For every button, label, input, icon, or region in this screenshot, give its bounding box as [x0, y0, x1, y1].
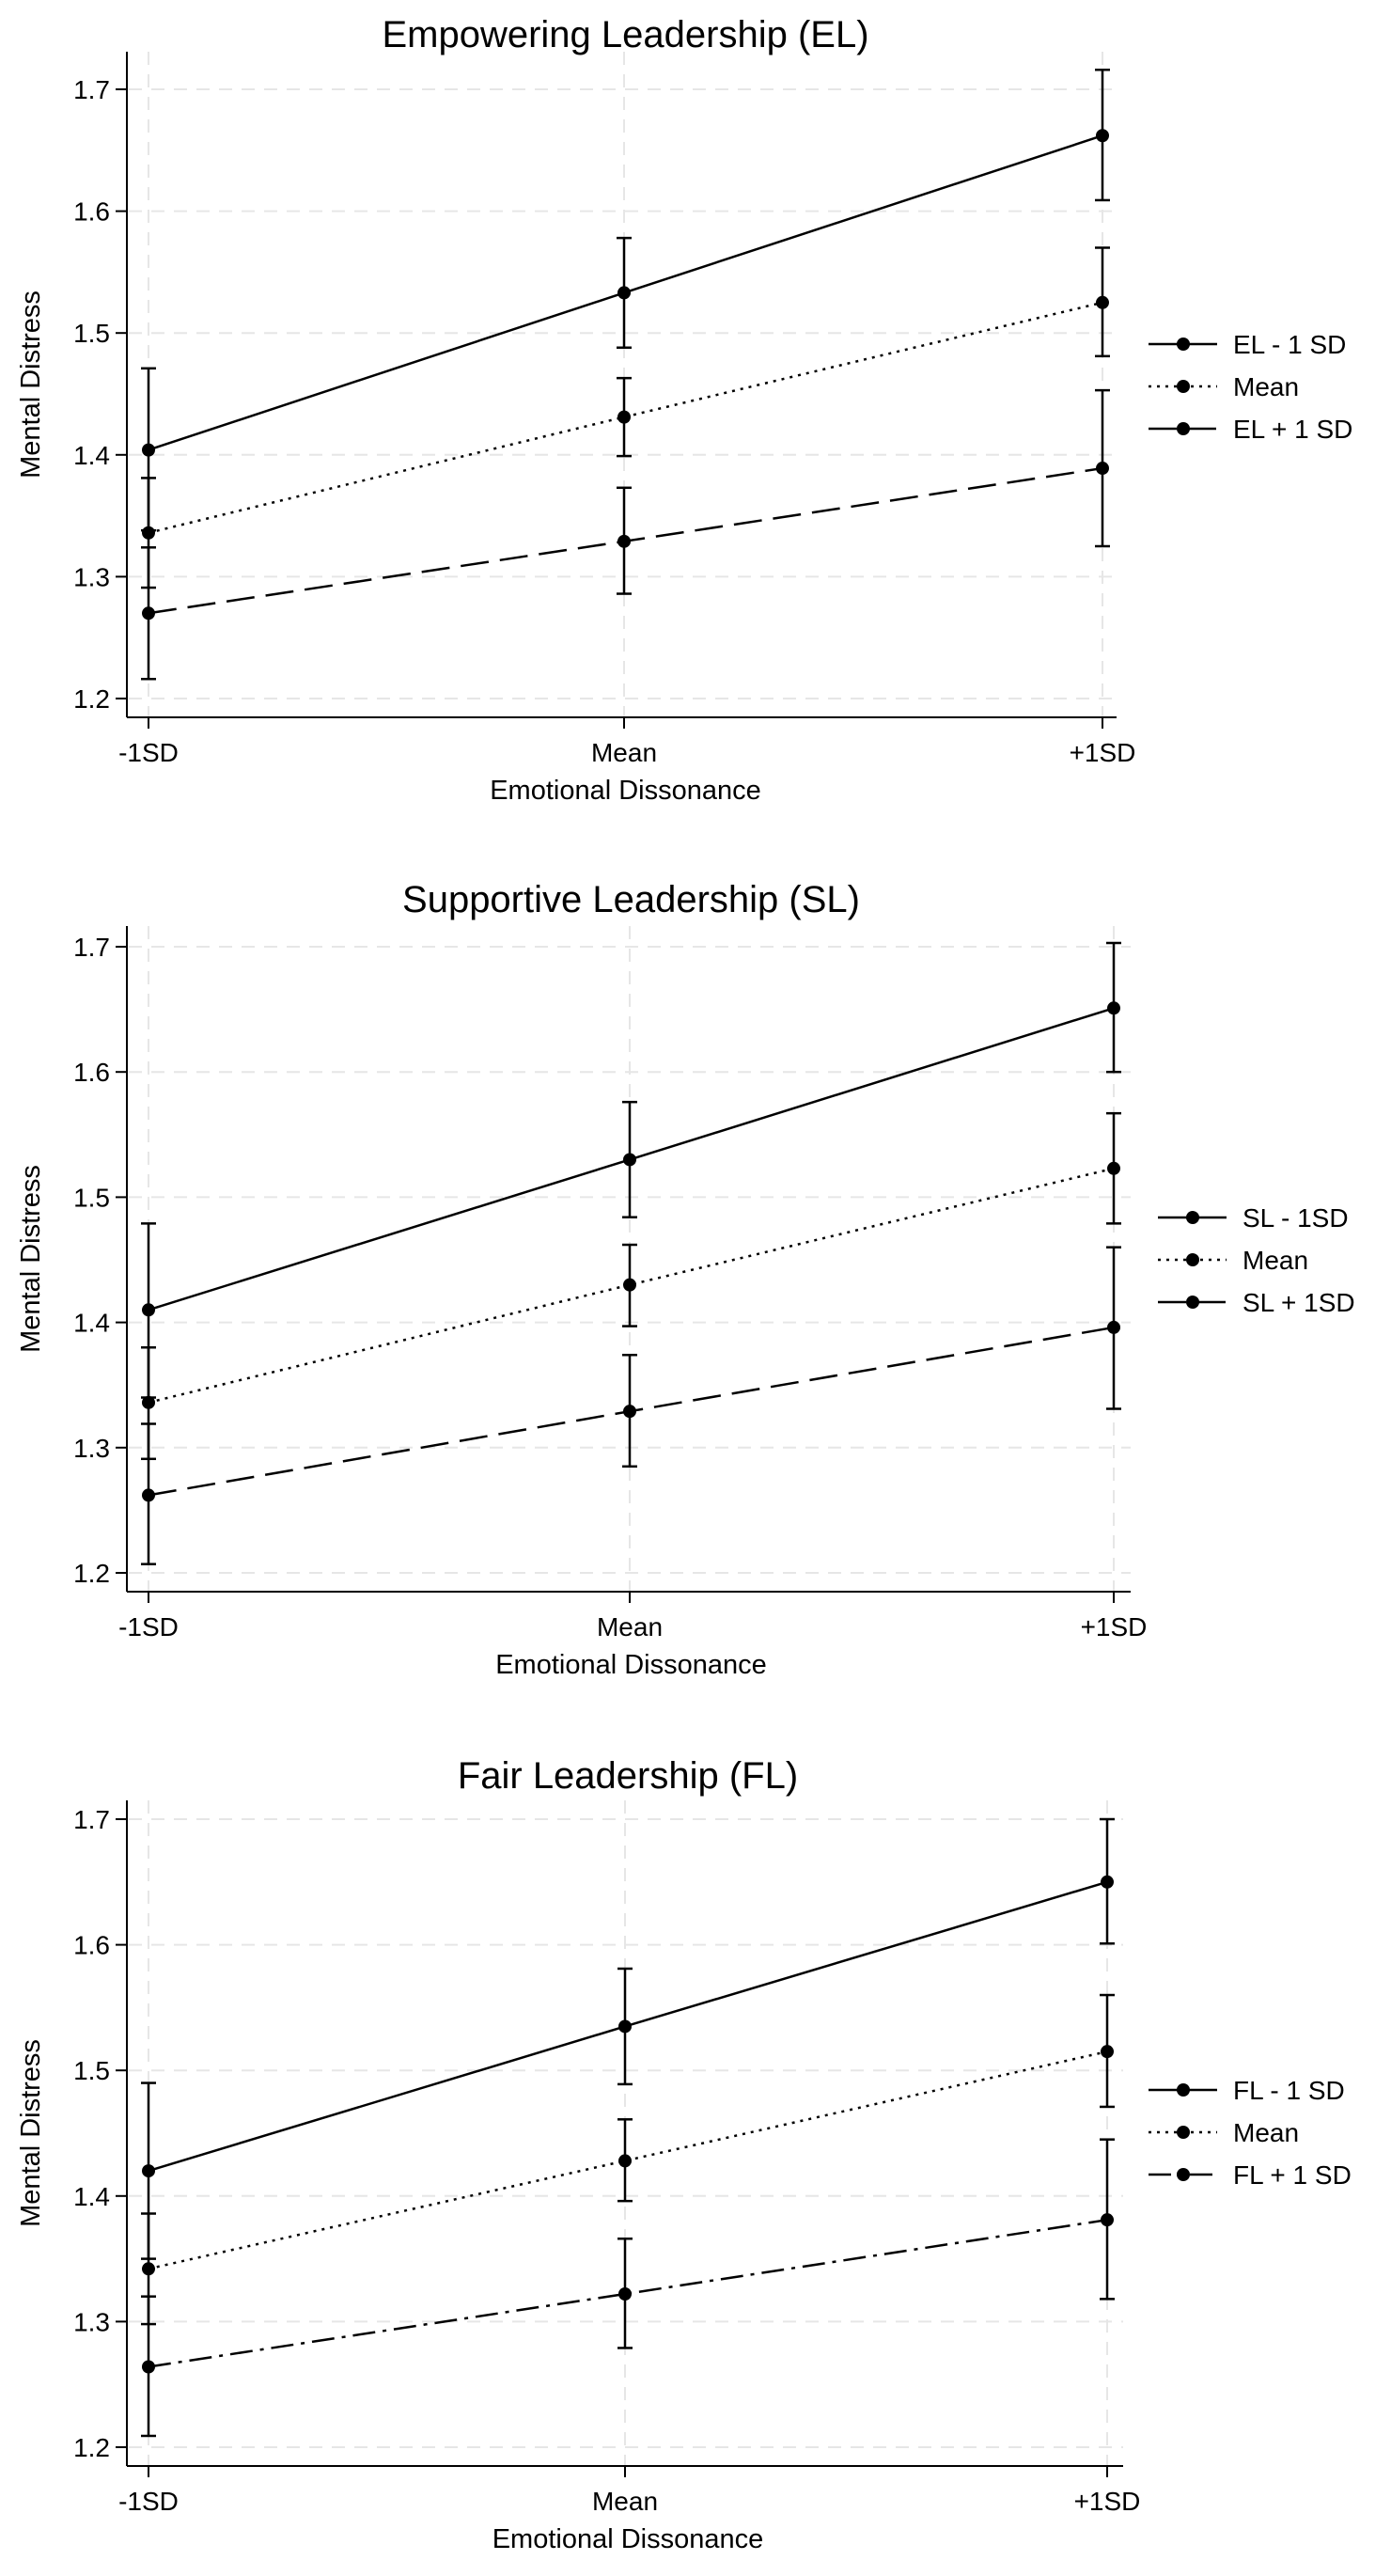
data-point — [1107, 1001, 1120, 1015]
y-tick-label: 1.5 — [73, 2056, 110, 2085]
y-tick-label: 1.2 — [73, 1559, 110, 1588]
x-axis-label: Emotional Dissonance — [495, 1650, 767, 1680]
data-point — [142, 2164, 155, 2178]
series-3 — [141, 388, 1110, 681]
series-3 — [141, 2138, 1115, 2438]
legend: SL - 1SD Mean SL + 1SD — [1158, 1203, 1355, 1317]
x-tick-label: +1SD — [1070, 738, 1136, 767]
legend-swatch-marker — [1186, 1253, 1199, 1266]
data-point — [1096, 129, 1109, 143]
y-tick-label: 1.4 — [73, 2182, 110, 2211]
y-axis-label: Mental Distress — [16, 1165, 46, 1353]
legend-label: EL + 1 SD — [1233, 415, 1352, 444]
legend-swatch-marker — [1186, 1211, 1199, 1224]
y-tick-label: 1.5 — [73, 319, 110, 348]
data-point — [142, 1303, 155, 1317]
data-point — [623, 1405, 636, 1419]
data-point — [1096, 462, 1109, 476]
x-tick-label: +1SD — [1074, 2487, 1141, 2516]
data-point — [1096, 295, 1109, 309]
series-1 — [141, 69, 1110, 532]
data-point — [618, 2154, 632, 2168]
legend-label: Mean — [1233, 372, 1299, 401]
data-point — [142, 526, 155, 540]
data-point — [617, 410, 631, 424]
legend: FL - 1 SD Mean FL + 1 SD — [1149, 2076, 1352, 2190]
y-axis-label: Mental Distress — [16, 291, 46, 479]
y-tick-label: 1.7 — [73, 933, 110, 962]
chart-panel-1: 1.2 1.3 1.4 1.5 1.6 1.7 -1SD Mean +1SD Emotional … — [16, 14, 1352, 806]
y-tick-label: 1.2 — [73, 2433, 110, 2462]
x-tick-label: -1SD — [118, 2487, 179, 2516]
legend-swatch-marker — [1177, 2083, 1190, 2097]
chart-title: Empowering Leadership (EL) — [382, 14, 868, 55]
x-tick-label: -1SD — [118, 1612, 179, 1641]
legend-label: SL - 1SD — [1243, 1203, 1349, 1233]
chart-panel-3: 1.2 1.3 1.4 1.5 1.6 1.7 -1SD Mean +1SD Emotional … — [16, 1755, 1352, 2554]
data-point — [142, 2262, 155, 2276]
x-axis-label: Emotional Dissonance — [490, 776, 761, 806]
y-tick-label: 1.3 — [73, 2307, 110, 2336]
y-tick-label: 1.2 — [73, 684, 110, 714]
y-tick-label: 1.6 — [73, 197, 110, 227]
y-tick-label: 1.3 — [73, 1434, 110, 1463]
y-tick-label: 1.4 — [73, 441, 110, 470]
data-point — [623, 1278, 636, 1292]
data-point — [142, 606, 155, 620]
y-tick-label: 1.6 — [73, 1931, 110, 1960]
y-tick-label: 1.3 — [73, 562, 110, 591]
data-point — [1107, 1161, 1120, 1175]
legend-swatch-marker — [1177, 2168, 1190, 2181]
legend-label: FL + 1 SD — [1233, 2160, 1352, 2190]
data-point — [142, 1488, 155, 1502]
x-tick-label: +1SD — [1081, 1612, 1148, 1641]
legend-label: Mean — [1233, 2118, 1299, 2147]
data-point — [142, 1395, 155, 1409]
x-tick-label: Mean — [592, 2487, 658, 2516]
legend: EL - 1 SD Mean EL + 1 SD — [1149, 330, 1352, 444]
data-point — [142, 2360, 155, 2374]
data-point — [623, 1153, 636, 1167]
data-point — [617, 534, 631, 548]
data-point — [618, 2019, 632, 2034]
x-tick-label: Mean — [591, 738, 657, 767]
x-axis-label: Emotional Dissonance — [492, 2524, 764, 2554]
series-line — [148, 2050, 1108, 2270]
legend-swatch-marker — [1186, 1296, 1199, 1309]
y-tick-label: 1.6 — [73, 1058, 110, 1087]
legend-label: EL - 1 SD — [1233, 330, 1346, 359]
chart-panel-2: 1.2 1.3 1.4 1.5 1.6 1.7 -1SD Mean +1SD Emotional … — [16, 879, 1355, 1680]
legend-swatch-marker — [1177, 422, 1190, 435]
data-point — [617, 286, 631, 300]
data-point — [1101, 1875, 1114, 1889]
y-tick-label: 1.4 — [73, 1309, 110, 1338]
y-tick-label: 1.5 — [73, 1183, 110, 1212]
series-1 — [141, 941, 1121, 1399]
legend-label: SL + 1SD — [1243, 1288, 1355, 1317]
series-line — [148, 2218, 1108, 2368]
chart-title: Fair Leadership (FL) — [458, 1755, 798, 1797]
chart-title: Supportive Leadership (SL) — [402, 879, 860, 920]
legend-label: FL - 1 SD — [1233, 2076, 1345, 2105]
legend-swatch-marker — [1177, 380, 1190, 393]
y-tick-label: 1.7 — [73, 1805, 110, 1834]
x-tick-label: -1SD — [118, 738, 179, 767]
series-2 — [141, 1993, 1115, 2326]
data-point — [1101, 2213, 1114, 2227]
legend-swatch-marker — [1177, 2126, 1190, 2139]
series-1 — [141, 1817, 1115, 2260]
series-line — [148, 301, 1103, 534]
series-3 — [141, 1246, 1121, 1565]
data-point — [618, 2287, 632, 2301]
data-point — [1101, 2045, 1114, 2059]
y-tick-label: 1.7 — [73, 75, 110, 104]
legend-label: Mean — [1243, 1246, 1308, 1275]
x-tick-label: Mean — [597, 1612, 663, 1641]
data-point — [1107, 1320, 1120, 1334]
y-axis-label: Mental Distress — [16, 2039, 46, 2227]
data-point — [142, 443, 155, 457]
legend-swatch-marker — [1177, 338, 1190, 351]
